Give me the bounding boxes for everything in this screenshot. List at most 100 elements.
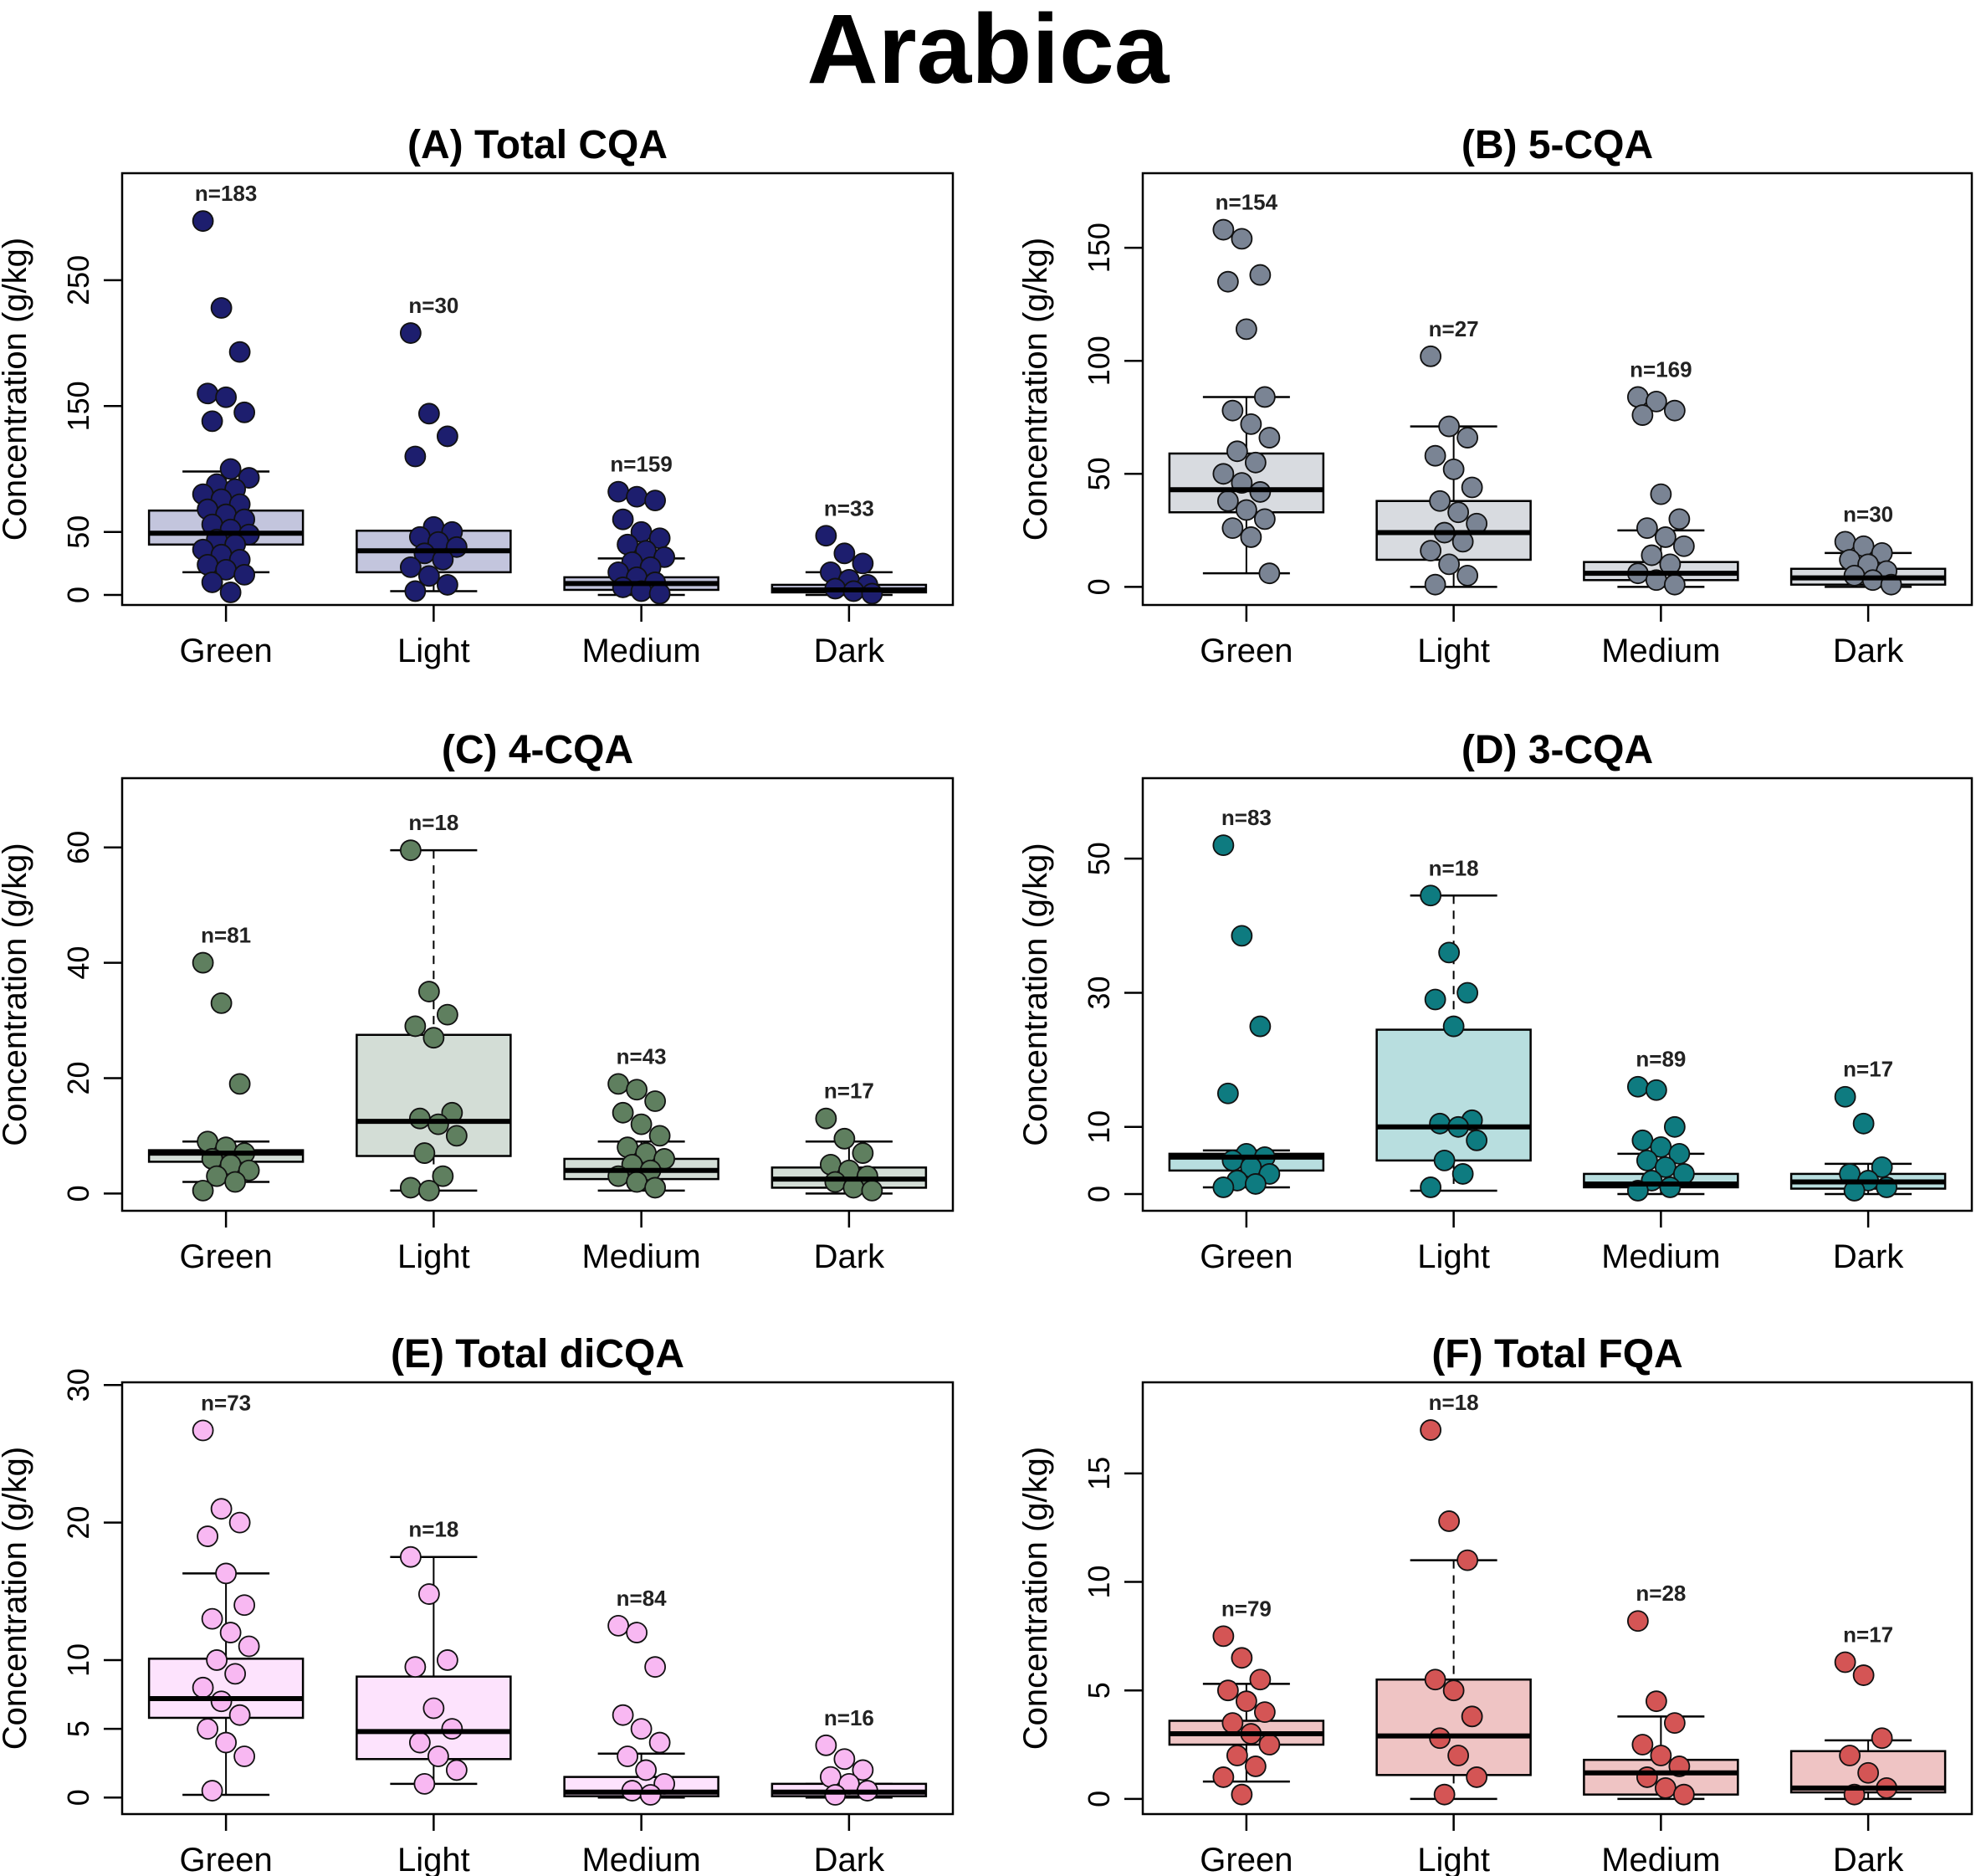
data-point	[1212, 1766, 1235, 1788]
n-label: n=43	[617, 1043, 667, 1069]
box-group-light: n=30	[356, 293, 512, 602]
y-tick-label: 0	[61, 587, 95, 603]
y-tick-label: 10	[1082, 1566, 1116, 1599]
data-point	[427, 1745, 449, 1767]
data-point	[1420, 540, 1442, 562]
x-tick-label: Medium	[1601, 1842, 1720, 1876]
y-tick-label: 0	[1082, 1791, 1116, 1807]
data-point	[1244, 451, 1267, 474]
y-tick-label: 20	[61, 1506, 95, 1540]
data-point	[612, 577, 634, 598]
box-group-light: n=18	[1375, 1390, 1532, 1806]
data-point	[417, 565, 440, 587]
n-label: n=73	[201, 1391, 251, 1416]
x-tick-label: Medium	[581, 1238, 700, 1275]
plot-frame	[1141, 777, 1973, 1212]
data-point	[1871, 1727, 1893, 1750]
data-point	[233, 1745, 256, 1767]
data-point	[626, 485, 648, 508]
data-point	[215, 386, 238, 408]
panel-title: (F) Total FQA	[1431, 1332, 1682, 1376]
n-label: n=17	[1843, 1622, 1893, 1647]
y-tick-label: 5	[61, 1720, 95, 1737]
data-point	[436, 1649, 458, 1671]
panel-3: (C) 4-CQA Concentration (g/kg) 0 20 40 60 Gree…	[0, 728, 955, 1275]
n-label: n=30	[1843, 501, 1893, 526]
data-point	[1447, 1745, 1470, 1766]
data-point	[1212, 463, 1235, 485]
data-point	[1212, 1176, 1235, 1198]
panel-title: (E) Total diCQA	[391, 1332, 684, 1376]
data-point	[1636, 1149, 1658, 1171]
data-point	[233, 1594, 256, 1617]
panel-title: (B) 5-CQA	[1462, 123, 1653, 167]
n-label: n=84	[617, 1586, 668, 1611]
data-point	[626, 1079, 648, 1101]
box-group-light: n=18	[1375, 855, 1532, 1198]
data-point	[1672, 535, 1695, 557]
data-point	[1212, 218, 1235, 241]
data-point	[1212, 834, 1235, 857]
y-tick-label: 0	[61, 1185, 95, 1202]
data-point	[1235, 1690, 1257, 1713]
data-point	[408, 1107, 431, 1130]
data-point	[1231, 1647, 1253, 1669]
box-group-medium: n=169	[1583, 356, 1739, 596]
data-point	[1442, 1015, 1465, 1038]
data-point	[1852, 1664, 1875, 1686]
y-tick-label: 0	[61, 1789, 95, 1806]
data-point	[1433, 1783, 1456, 1806]
data-point	[644, 490, 667, 512]
data-point	[1216, 1082, 1239, 1105]
plot-frame	[120, 777, 955, 1212]
n-label: n=18	[1429, 855, 1479, 880]
n-label: n=183	[195, 181, 257, 206]
iqr-box	[1375, 1028, 1532, 1162]
data-point	[228, 341, 251, 363]
data-point	[1631, 1129, 1654, 1151]
data-point	[1834, 1085, 1856, 1108]
panel-6: (F) Total FQA Concentration (g/kg) 0 5 10 15 G…	[1017, 1332, 1973, 1876]
box-group-medium: n=159	[563, 452, 719, 605]
data-point	[1461, 1705, 1483, 1728]
n-label: n=159	[610, 452, 672, 477]
data-point	[1420, 1176, 1442, 1198]
n-label: n=83	[1221, 805, 1272, 830]
data-point	[852, 1142, 874, 1164]
plot-frame	[1141, 1381, 1973, 1816]
data-point	[1636, 1766, 1658, 1788]
data-point	[648, 1125, 671, 1147]
data-point	[445, 1759, 468, 1781]
data-point	[852, 552, 874, 575]
data-point	[1654, 1776, 1677, 1799]
data-point	[1420, 884, 1442, 907]
data-point	[197, 1525, 219, 1547]
data-point	[1221, 517, 1244, 540]
data-point	[224, 1663, 247, 1685]
n-label: n=33	[824, 495, 874, 520]
data-point	[219, 1622, 242, 1643]
data-point	[1456, 1549, 1479, 1571]
box-group-green: n=154	[1168, 190, 1325, 585]
y-tick-label: 50	[61, 515, 95, 549]
data-point	[861, 1179, 883, 1202]
data-point	[1216, 490, 1239, 512]
data-point	[626, 1171, 648, 1193]
data-point	[607, 1073, 630, 1095]
data-point	[238, 1635, 260, 1658]
data-point	[1216, 270, 1239, 293]
data-point	[228, 1704, 251, 1726]
box-group-green: n=183	[147, 181, 305, 603]
data-point	[1456, 982, 1479, 1004]
data-point	[626, 1622, 648, 1643]
data-point	[1226, 440, 1248, 463]
data-point	[1244, 1756, 1267, 1777]
y-tick-label: 0	[1082, 578, 1116, 595]
y-tick-label: 50	[1082, 457, 1116, 490]
data-point	[639, 1784, 662, 1806]
data-point	[1645, 390, 1667, 413]
data-point	[1433, 1149, 1456, 1171]
data-point	[1466, 1129, 1488, 1151]
data-point	[1235, 499, 1257, 521]
